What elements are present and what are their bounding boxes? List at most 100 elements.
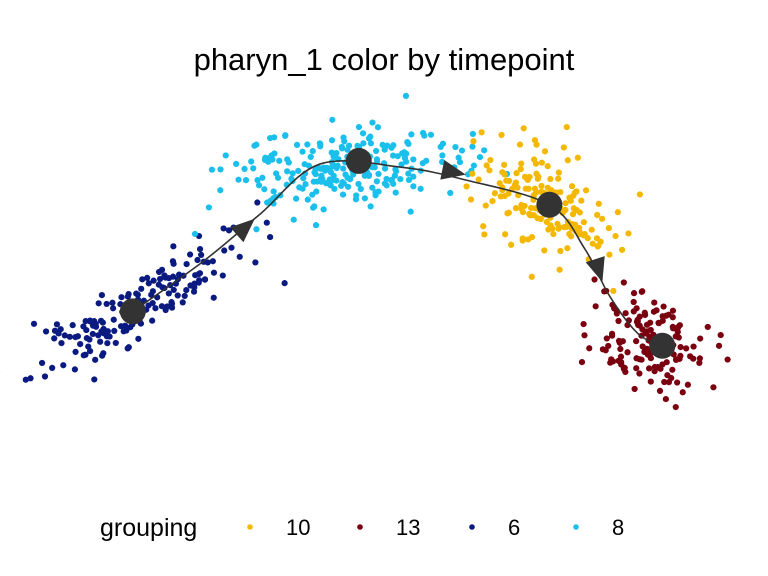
data-point-group-6 <box>30 320 38 327</box>
data-point-group-10 <box>541 148 549 155</box>
data-point-group-6 <box>152 305 159 312</box>
data-point-group-8 <box>191 230 199 238</box>
data-point-group-13 <box>651 299 658 306</box>
data-point-group-13 <box>634 316 641 323</box>
data-point-group-8 <box>331 185 338 192</box>
data-point-group-10 <box>528 211 535 219</box>
data-point-group-8 <box>302 181 309 188</box>
data-point-group-10 <box>569 183 576 190</box>
data-point-group-6 <box>98 328 105 335</box>
data-point-group-13 <box>630 290 638 297</box>
data-point-group-6 <box>110 316 117 323</box>
data-point-group-10 <box>475 176 482 183</box>
data-point-group-10 <box>538 188 545 195</box>
trajectory-arrow <box>230 218 255 243</box>
data-point-group-13 <box>639 343 646 350</box>
data-point-group-6 <box>61 332 68 339</box>
data-point-group-13 <box>717 331 724 339</box>
data-point-group-13 <box>675 334 682 341</box>
data-point-group-6 <box>27 375 34 382</box>
data-point-group-13 <box>669 323 676 330</box>
data-point-group-13 <box>697 335 704 342</box>
data-point-group-6 <box>219 272 226 279</box>
data-point-group-6 <box>209 258 216 265</box>
data-point-group-8 <box>357 185 364 193</box>
data-point-group-8 <box>324 180 331 187</box>
data-point-group-6 <box>170 273 177 280</box>
trajectory-arrow <box>440 160 466 180</box>
data-point-group-6 <box>85 343 92 350</box>
data-point-group-8 <box>427 131 435 138</box>
data-point-group-8 <box>307 153 314 161</box>
data-point-group-6 <box>123 327 130 334</box>
data-point-group-6 <box>267 233 274 241</box>
data-point-group-13 <box>615 337 623 344</box>
data-point-group-10 <box>463 183 470 190</box>
data-point-group-8 <box>398 161 405 168</box>
data-point-group-8 <box>299 148 306 155</box>
data-point-group-8 <box>313 188 320 195</box>
points-layer <box>0 92 731 411</box>
data-point-group-10 <box>547 222 554 229</box>
data-point-group-6 <box>179 299 186 306</box>
data-point-group-10 <box>564 157 571 164</box>
data-point-group-8 <box>371 164 378 171</box>
data-point-group-10 <box>547 175 554 183</box>
data-point-group-10 <box>614 209 621 216</box>
data-point-group-13 <box>659 313 666 320</box>
data-point-group-6 <box>51 327 59 334</box>
data-point-group-10 <box>606 251 613 258</box>
data-point-group-10 <box>566 230 573 238</box>
data-point-group-13 <box>687 353 694 360</box>
data-point-group-8 <box>447 189 454 197</box>
data-point-group-6 <box>196 245 204 253</box>
data-point-group-10 <box>526 173 533 181</box>
data-point-group-10 <box>618 246 626 253</box>
data-point-group-6 <box>181 292 188 300</box>
data-point-group-13 <box>603 335 610 342</box>
data-point-group-10 <box>491 190 498 197</box>
data-point-group-6 <box>228 244 235 251</box>
data-point-group-8 <box>365 135 373 142</box>
data-point-group-8 <box>293 195 300 202</box>
data-point-group-13 <box>586 345 593 352</box>
data-point-group-8 <box>296 184 303 191</box>
data-point-group-8 <box>374 124 382 131</box>
data-point-group-10 <box>480 223 487 230</box>
data-point-group-8 <box>284 156 291 163</box>
data-point-group-6 <box>112 339 119 347</box>
data-point-group-8 <box>338 143 345 151</box>
data-point-group-10 <box>481 231 488 238</box>
data-point-group-6 <box>183 260 190 268</box>
data-point-group-8 <box>372 192 379 199</box>
data-point-group-13 <box>704 323 711 331</box>
data-point-group-6 <box>60 362 67 369</box>
data-point-group-8 <box>373 147 380 155</box>
data-point-group-8 <box>293 141 301 149</box>
data-point-group-6 <box>38 359 46 367</box>
data-point-group-13 <box>636 322 643 329</box>
data-point-group-10 <box>556 224 563 231</box>
data-point-group-6 <box>170 286 177 294</box>
data-point-group-13 <box>638 288 645 295</box>
data-point-group-8 <box>399 150 406 157</box>
data-point-group-6 <box>170 260 177 267</box>
data-point-group-13 <box>646 365 653 372</box>
data-point-group-10 <box>478 129 485 136</box>
data-point-group-10 <box>517 165 524 173</box>
data-point-group-13 <box>669 314 676 321</box>
data-point-group-13 <box>710 384 717 391</box>
data-point-group-8 <box>330 153 337 160</box>
data-point-group-6 <box>77 340 84 348</box>
data-point-group-8 <box>253 226 260 233</box>
data-point-group-6 <box>41 373 49 380</box>
data-point-group-8 <box>242 177 250 184</box>
data-point-group-6 <box>122 322 129 329</box>
data-point-group-6 <box>133 290 140 297</box>
data-point-group-8 <box>254 177 261 184</box>
data-point-group-13 <box>578 359 586 366</box>
data-point-group-8 <box>340 134 347 141</box>
data-point-group-13 <box>656 387 664 394</box>
data-point-group-10 <box>562 200 569 207</box>
data-point-group-8 <box>317 141 324 148</box>
